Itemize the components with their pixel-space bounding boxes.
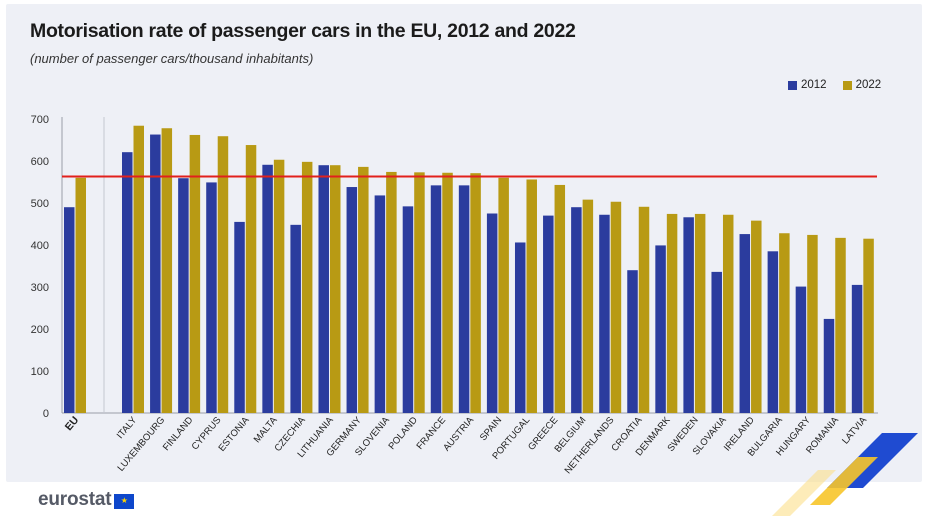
bar-2022-lithuania xyxy=(329,165,341,413)
bar-2012-poland xyxy=(402,206,414,413)
bar-2022-croatia xyxy=(638,206,650,413)
y-tick-label: 200 xyxy=(31,324,49,336)
corner-ribbon-light xyxy=(772,470,836,516)
y-tick-label: 300 xyxy=(31,282,49,294)
chart-title: Motorisation rate of passenger cars in t… xyxy=(30,20,576,42)
eu-flag-icon: ★ xyxy=(114,493,135,509)
bar-2022-italy xyxy=(133,125,144,413)
bar-2022-poland xyxy=(414,172,425,413)
bar-2012-hungary xyxy=(795,286,807,413)
bar-2022-spain xyxy=(498,177,509,413)
legend: 2012 2022 xyxy=(788,79,897,91)
bar-2012-denmark xyxy=(655,245,666,413)
x-tick-label-estonia: ESTONIA xyxy=(216,414,252,453)
bar-2022-greece xyxy=(554,184,566,413)
x-tick-label-spain: SPAIN xyxy=(478,415,504,443)
legend-swatch-2022 xyxy=(842,80,852,90)
bar-2022-luxembourg xyxy=(161,128,173,414)
bar-2012-portugal xyxy=(514,242,526,413)
bar-2012-czechia xyxy=(290,224,301,413)
y-tick-label: 400 xyxy=(31,240,49,252)
bar-2012-lithuania xyxy=(318,165,329,413)
y-tick-label: 100 xyxy=(31,366,49,378)
bar-2012-croatia xyxy=(627,270,638,413)
bar-2022-romania xyxy=(835,237,846,413)
bar-2022-latvia xyxy=(863,238,874,413)
bar-2012-estonia xyxy=(234,221,245,413)
bar-2012-cyprus xyxy=(206,182,217,413)
eurostat-logo-text: eurostat xyxy=(38,489,112,510)
bar-2012-italy xyxy=(122,152,133,413)
x-tick-label-latvia: LATVIA xyxy=(840,414,869,446)
bar-2012-slovenia xyxy=(374,195,386,413)
legend-item-2012: 2012 xyxy=(788,79,827,91)
bar-2012-finland xyxy=(178,178,189,413)
x-tick-label-finland: FINLAND xyxy=(161,415,196,453)
y-tick-label: 500 xyxy=(31,198,49,210)
bar-2022-ireland xyxy=(751,220,762,413)
bar-2012-belgium xyxy=(571,207,582,413)
bar-2012-spain xyxy=(486,213,498,413)
eurostat-logo: eurostat ★ xyxy=(38,489,135,511)
y-tick-label: 700 xyxy=(31,114,49,126)
x-tick-label-austria: AUSTRIA xyxy=(441,414,476,453)
bar-2022-belgium xyxy=(582,199,594,413)
bar-2012-slovakia xyxy=(711,271,722,413)
bar-2022-cyprus xyxy=(217,136,229,413)
bar-2022-germany xyxy=(358,166,369,413)
legend-label-2012: 2012 xyxy=(801,79,827,91)
bar-2022-czechia xyxy=(301,161,313,413)
bar-2022-slovenia xyxy=(386,171,397,413)
bar-2012-sweden xyxy=(683,217,694,413)
bar-2012-germany xyxy=(346,187,358,413)
corner-ribbon-yellow xyxy=(810,457,878,505)
bar-2022-slovakia xyxy=(722,214,734,413)
x-tick-label-italy: ITALY xyxy=(115,414,140,441)
bar-2022-austria xyxy=(470,173,481,413)
bar-2012-france xyxy=(430,185,442,413)
bar-2022-france xyxy=(442,172,453,413)
bar-2022-netherlands xyxy=(610,201,622,413)
bar-2012-austria xyxy=(458,185,470,413)
bar-2012-romania xyxy=(823,318,835,413)
x-tick-label-eu: EU xyxy=(63,414,82,433)
bar-2022-bulgaria xyxy=(779,233,790,413)
bar-2022-sweden xyxy=(694,213,706,413)
bar-2012-malta xyxy=(262,164,273,413)
bar-2012-eu xyxy=(64,207,75,413)
bar-2012-greece xyxy=(543,215,554,413)
legend-swatch-2012 xyxy=(788,80,797,90)
x-tick-label-malta: MALTA xyxy=(252,414,280,445)
chart-subtitle: (number of passenger cars/thousand inhab… xyxy=(30,51,314,66)
bar-2022-hungary xyxy=(807,234,818,413)
bar-2022-estonia xyxy=(245,145,257,414)
bar-2022-malta xyxy=(273,159,285,413)
y-tick-label: 0 xyxy=(43,408,49,420)
y-tick-label: 600 xyxy=(31,156,49,168)
bar-2022-denmark xyxy=(666,213,678,413)
bar-2022-portugal xyxy=(526,179,537,413)
bar-2022-eu xyxy=(75,177,86,413)
bar-2012-luxembourg xyxy=(150,134,161,414)
bar-2012-ireland xyxy=(739,234,751,413)
bar-2012-bulgaria xyxy=(767,251,779,413)
legend-label-2022: 2022 xyxy=(855,79,882,91)
bar-2022-finland xyxy=(189,134,201,413)
bar-2012-netherlands xyxy=(599,214,610,413)
x-tick-label-netherlands: NETHERLANDS xyxy=(563,415,617,476)
legend-item-2022: 2022 xyxy=(842,79,882,91)
bar-2012-latvia xyxy=(851,284,863,413)
